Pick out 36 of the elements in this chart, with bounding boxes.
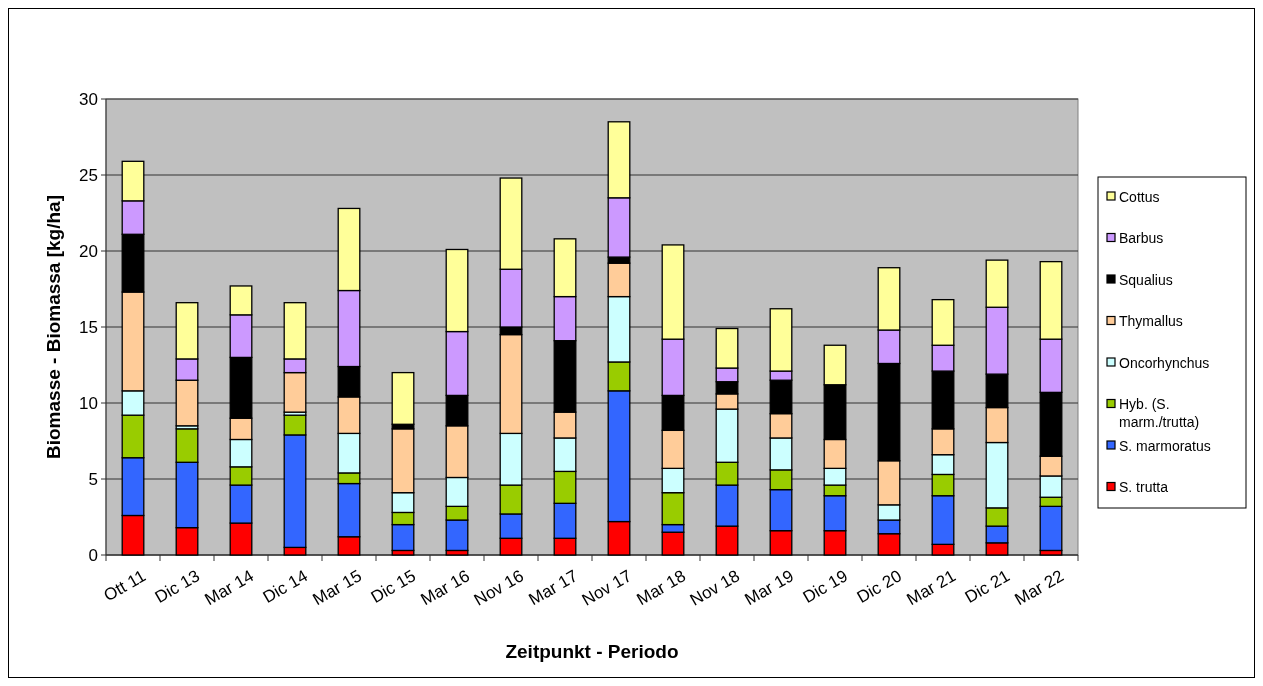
legend-label: Cottus xyxy=(1119,188,1160,205)
x-tick-label: Mar 21 xyxy=(903,566,959,610)
legend-label: Thymallus xyxy=(1119,313,1183,330)
x-tick-label: Mar 16 xyxy=(417,566,473,610)
x-tick-label: Mar 17 xyxy=(525,566,581,610)
y-tick-label: 25 xyxy=(79,165,98,185)
legend-label: Squalius xyxy=(1119,271,1173,288)
legend-label: Hyb. (S. marm./trutta) xyxy=(1119,396,1200,430)
x-tick-label: Dic 21 xyxy=(961,566,1013,607)
x-tick-label: Dic 15 xyxy=(367,566,419,607)
x-tick-label: Nov 16 xyxy=(470,566,527,610)
x-tick-label: Mar 18 xyxy=(633,566,689,610)
y-tick-label: 10 xyxy=(79,393,98,413)
x-tick-label: Dic 20 xyxy=(853,566,905,607)
x-tick-label: Mar 19 xyxy=(741,566,797,610)
legend-label: S. trutta xyxy=(1119,479,1169,496)
x-tick-label: Mar 14 xyxy=(201,566,257,610)
x-axis-title: Zeitpunkt - Periodo xyxy=(505,641,679,662)
legend-label: S. marmoratus xyxy=(1119,437,1211,454)
legend-label: Barbus xyxy=(1119,230,1164,247)
y-axis-title: Biomasse - Biomassa [kg/ha] xyxy=(43,195,64,459)
x-tick-label: Dic 19 xyxy=(799,566,851,607)
x-tick-label: Dic 13 xyxy=(151,566,203,607)
x-tick-label: Nov 17 xyxy=(578,566,635,610)
x-tick-label: Dic 14 xyxy=(259,566,311,607)
x-tick-label: Nov 18 xyxy=(686,566,743,610)
x-tick-label: Mar 15 xyxy=(309,566,365,610)
x-tick-label: Ott 11 xyxy=(100,566,149,606)
legend-label: Oncorhynchus xyxy=(1119,354,1210,371)
y-tick-label: 0 xyxy=(88,545,98,565)
y-tick-label: 15 xyxy=(79,317,98,337)
y-tick-label: 30 xyxy=(79,89,98,109)
x-tick-label: Mar 22 xyxy=(1011,566,1067,610)
y-tick-label: 5 xyxy=(88,469,98,489)
y-tick-label: 20 xyxy=(79,241,98,261)
bar xyxy=(391,371,415,425)
